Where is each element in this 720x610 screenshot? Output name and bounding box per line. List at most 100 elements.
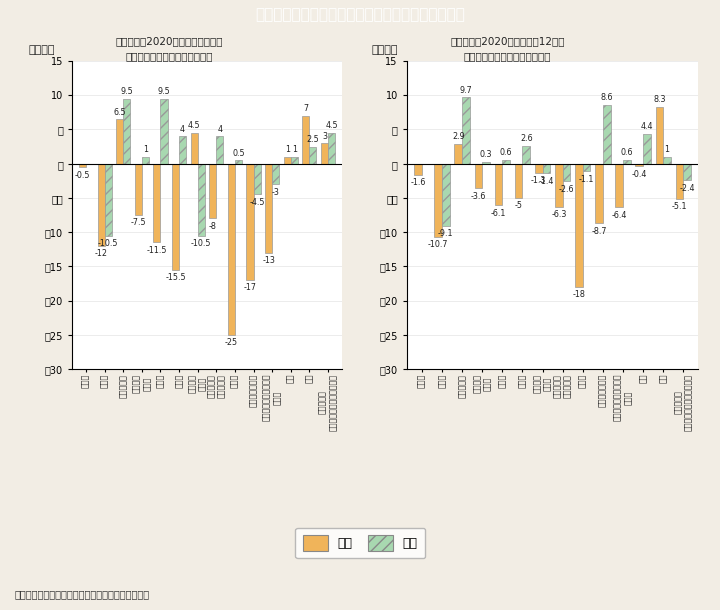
Text: -2.6: -2.6 bbox=[559, 185, 575, 194]
Text: 1: 1 bbox=[284, 145, 289, 154]
Bar bbox=[191, 133, 198, 163]
Bar bbox=[123, 99, 130, 163]
Bar bbox=[482, 162, 490, 163]
Legend: 女性, 男性: 女性, 男性 bbox=[295, 528, 425, 558]
Text: -17: -17 bbox=[243, 284, 256, 292]
Text: -5: -5 bbox=[515, 201, 523, 210]
Text: -12: -12 bbox=[94, 249, 107, 258]
Text: 建設業: 建設業 bbox=[81, 374, 91, 388]
Text: 0.6: 0.6 bbox=[500, 148, 513, 157]
Text: 金融業，
保険業: 金融業， 保険業 bbox=[188, 374, 207, 393]
Text: （万人）: （万人） bbox=[29, 45, 55, 55]
Text: 卸売業: 卸売業 bbox=[498, 374, 507, 388]
Text: 7: 7 bbox=[303, 104, 308, 113]
Bar bbox=[555, 163, 562, 207]
Text: 飲食サービス業: 飲食サービス業 bbox=[598, 374, 608, 407]
Text: -1.4: -1.4 bbox=[539, 177, 554, 185]
Text: 金融業，
保険業: 金融業， 保険業 bbox=[533, 374, 552, 393]
Text: 宿泊業: 宿泊業 bbox=[578, 374, 588, 388]
Bar bbox=[434, 163, 442, 237]
Text: -6.1: -6.1 bbox=[491, 209, 506, 218]
Text: -1.3: -1.3 bbox=[531, 176, 546, 185]
Bar bbox=[142, 157, 149, 163]
Text: 9.5: 9.5 bbox=[158, 87, 171, 96]
Text: 宿泊業: 宿泊業 bbox=[230, 374, 240, 388]
Text: -3: -3 bbox=[271, 188, 279, 196]
Bar bbox=[302, 116, 310, 163]
Bar bbox=[291, 157, 298, 163]
Text: 福祉: 福祉 bbox=[305, 374, 314, 384]
Bar bbox=[562, 163, 570, 182]
Text: -10.5: -10.5 bbox=[98, 239, 118, 248]
Text: 0.3: 0.3 bbox=[480, 150, 492, 159]
Bar bbox=[172, 163, 179, 270]
Text: -10.5: -10.5 bbox=[191, 239, 212, 248]
Text: -25: -25 bbox=[225, 338, 238, 347]
Text: 4: 4 bbox=[180, 125, 185, 134]
Text: 飲食サービス業: 飲食サービス業 bbox=[249, 374, 258, 407]
Text: 生活関連サービス業，
娯楽業: 生活関連サービス業， 娯楽業 bbox=[263, 374, 282, 422]
Text: 医療: 医療 bbox=[639, 374, 647, 384]
Text: 情報通信業: 情報通信業 bbox=[119, 374, 127, 398]
Text: サービス業
（他に分類されないもの）: サービス業 （他に分類されないもの） bbox=[318, 374, 338, 431]
Text: -15.5: -15.5 bbox=[165, 273, 186, 282]
Text: 9.7: 9.7 bbox=[459, 86, 472, 95]
Bar bbox=[454, 144, 462, 163]
Text: （万人）: （万人） bbox=[372, 45, 398, 55]
Bar bbox=[582, 163, 590, 171]
Bar bbox=[442, 163, 449, 226]
Bar bbox=[253, 163, 261, 195]
Text: -2.4: -2.4 bbox=[680, 184, 695, 193]
Text: 2.6: 2.6 bbox=[520, 134, 533, 143]
Text: -10.7: -10.7 bbox=[428, 240, 449, 249]
Bar bbox=[683, 163, 691, 180]
Text: 1: 1 bbox=[665, 145, 670, 154]
Text: -8: -8 bbox=[209, 222, 217, 231]
Text: 小売業: 小売業 bbox=[518, 374, 527, 388]
Bar bbox=[272, 163, 279, 184]
Text: 建設業: 建設業 bbox=[418, 374, 426, 388]
Bar bbox=[161, 99, 168, 163]
Text: ＜令和２（2020）年６月～12月の: ＜令和２（2020）年６月～12月の bbox=[450, 37, 565, 46]
Text: 0.6: 0.6 bbox=[621, 148, 633, 157]
Text: 0.5: 0.5 bbox=[232, 149, 245, 158]
Bar bbox=[474, 163, 482, 188]
Bar bbox=[603, 105, 611, 163]
Text: サービス業
（他に分類されないもの）: サービス業 （他に分類されないもの） bbox=[674, 374, 693, 431]
Text: 4.5: 4.5 bbox=[188, 121, 200, 131]
Text: -9.1: -9.1 bbox=[438, 229, 454, 239]
Bar bbox=[179, 136, 186, 163]
Bar bbox=[663, 157, 671, 163]
Text: -1.6: -1.6 bbox=[410, 178, 426, 187]
Text: -13: -13 bbox=[262, 256, 275, 265]
Bar bbox=[515, 163, 523, 198]
Bar bbox=[321, 143, 328, 163]
Bar bbox=[595, 163, 603, 223]
Bar bbox=[656, 107, 663, 163]
Text: 3: 3 bbox=[322, 132, 327, 141]
Text: -3.6: -3.6 bbox=[471, 192, 486, 201]
Text: 生活関連サービス業，
娯楽業: 生活関連サービス業， 娯楽業 bbox=[613, 374, 633, 422]
Bar bbox=[328, 133, 335, 163]
Text: 4: 4 bbox=[217, 125, 222, 134]
Text: 6.5: 6.5 bbox=[113, 108, 126, 117]
Bar bbox=[636, 163, 643, 167]
Text: Ｉ－特－３図　産業別就業者数の前年同月差の推移: Ｉ－特－３図 産業別就業者数の前年同月差の推移 bbox=[255, 7, 465, 22]
Bar bbox=[623, 160, 631, 163]
Bar bbox=[503, 160, 510, 163]
Text: -0.5: -0.5 bbox=[75, 171, 90, 179]
Text: 製造業: 製造業 bbox=[438, 374, 446, 388]
Bar bbox=[97, 163, 104, 246]
Bar bbox=[104, 163, 112, 235]
Bar bbox=[210, 163, 216, 218]
Text: -1.1: -1.1 bbox=[579, 174, 594, 184]
Bar bbox=[284, 157, 291, 163]
Bar bbox=[414, 163, 422, 174]
Bar bbox=[462, 97, 469, 163]
Bar bbox=[495, 163, 503, 206]
Bar bbox=[246, 163, 253, 280]
Text: 4.4: 4.4 bbox=[641, 122, 653, 131]
Text: -11.5: -11.5 bbox=[147, 246, 167, 255]
Text: 運輸業，
郵便業: 運輸業， 郵便業 bbox=[132, 374, 151, 393]
Text: -5.1: -5.1 bbox=[672, 202, 688, 211]
